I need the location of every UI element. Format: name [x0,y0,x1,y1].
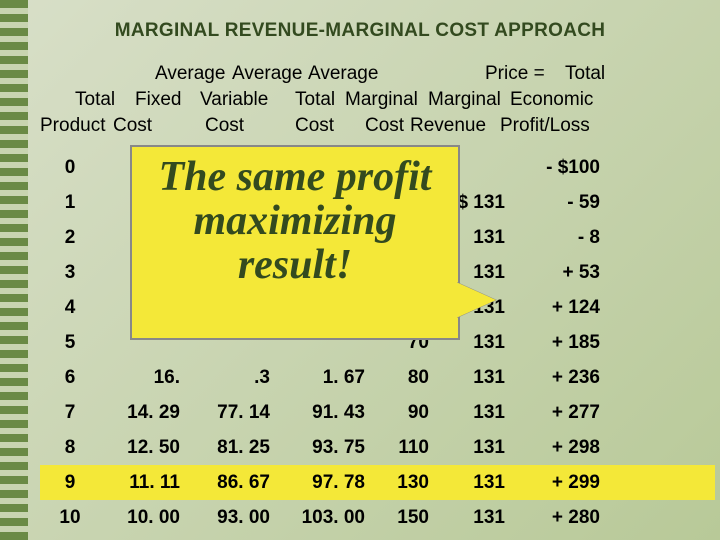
hdr-total2: Total [75,88,115,113]
hdr-product: Product [40,114,105,139]
cell-atc: 103. 00 [280,507,375,529]
cell-total-product: 8 [40,437,100,459]
table-row: 714. 2977. 1491. 4390131+ 277 [40,395,715,430]
table-row: 911. 1186. 6797. 78130131+ 299 [40,465,715,500]
hdr-average1: Average [155,62,225,87]
hdr-total3: Total [295,88,335,113]
hdr-variable: Variable [200,88,268,113]
cell-profit-loss: - $100 [515,157,610,179]
table-headers: Average Average Average Price = Total To… [40,62,715,142]
cell-avc: 81. 25 [190,437,280,459]
cell-atc: 91. 43 [280,402,375,424]
cell-mc: 90 [375,402,435,424]
hdr-cost1: Cost [113,114,152,139]
hdr-fixed: Fixed [135,88,181,113]
hdr-cost4: Cost [365,114,404,139]
table-row: 1010. 0093. 00103. 00150131+ 280 [40,500,715,535]
cell-afc: 16. [100,367,190,389]
cell-total-product: 2 [40,227,100,249]
cell-profit-loss: - 8 [515,227,610,249]
hdr-average2: Average [232,62,302,87]
cell-mr: 131 [435,367,515,389]
cell-afc: 11. 11 [100,472,190,494]
cell-profit-loss: + 124 [515,297,610,319]
cell-total-product: 10 [40,507,100,529]
cell-avc: 93. 00 [190,507,280,529]
cell-profit-loss: + 299 [515,472,610,494]
page-title: MARGINAL REVENUE-MARGINAL COST APPROACH [0,20,720,42]
hdr-revenue: Revenue [410,114,486,139]
cell-total-product: 7 [40,402,100,424]
cell-mr: 131 [435,402,515,424]
hdr-total: Total [565,62,605,87]
hdr-economic: Economic [510,88,593,113]
left-decorative-border [0,0,28,540]
cell-total-product: 5 [40,332,100,354]
cell-mr: 131 [435,437,515,459]
cell-atc: 1. 67 [280,367,375,389]
hdr-marginal1: Marginal [345,88,418,113]
cell-afc: 14. 29 [100,402,190,424]
cell-total-product: 4 [40,297,100,319]
hdr-cost2: Cost [205,114,244,139]
cell-profit-loss: + 53 [515,262,610,284]
cell-mr: 131 [435,472,515,494]
cell-mc: 80 [375,367,435,389]
cell-mc: 110 [375,437,435,459]
cell-profit-loss: + 236 [515,367,610,389]
cell-profit-loss: + 298 [515,437,610,459]
cell-mc: 150 [375,507,435,529]
cell-profit-loss: + 185 [515,332,610,354]
cell-atc: 93. 75 [280,437,375,459]
hdr-profitloss: Profit/Loss [500,114,590,139]
cell-afc: 12. 50 [100,437,190,459]
hdr-marginal2: Marginal [428,88,501,113]
cell-mc: 130 [375,472,435,494]
hdr-average3: Average [308,62,378,87]
cell-total-product: 1 [40,192,100,214]
cell-total-product: 3 [40,262,100,284]
hdr-cost3: Cost [295,114,334,139]
cell-avc: 77. 14 [190,402,280,424]
callout-box: The same profit maximizing result! [130,145,460,340]
table-row: 616..31. 6780131+ 236 [40,360,715,395]
cell-profit-loss: + 277 [515,402,610,424]
callout-text: The same profit maximizing result! [132,155,458,287]
cell-avc: 86. 67 [190,472,280,494]
cell-total-product: 9 [40,472,100,494]
cell-total-product: 6 [40,367,100,389]
cell-atc: 97. 78 [280,472,375,494]
cell-avc: .3 [190,367,280,389]
cell-total-product: 0 [40,157,100,179]
cell-profit-loss: + 280 [515,507,610,529]
table-row: 812. 5081. 2593. 75110131+ 298 [40,430,715,465]
cell-profit-loss: - 59 [515,192,610,214]
hdr-price: Price = [485,62,545,87]
cell-afc: 10. 00 [100,507,190,529]
cell-mr: 131 [435,507,515,529]
